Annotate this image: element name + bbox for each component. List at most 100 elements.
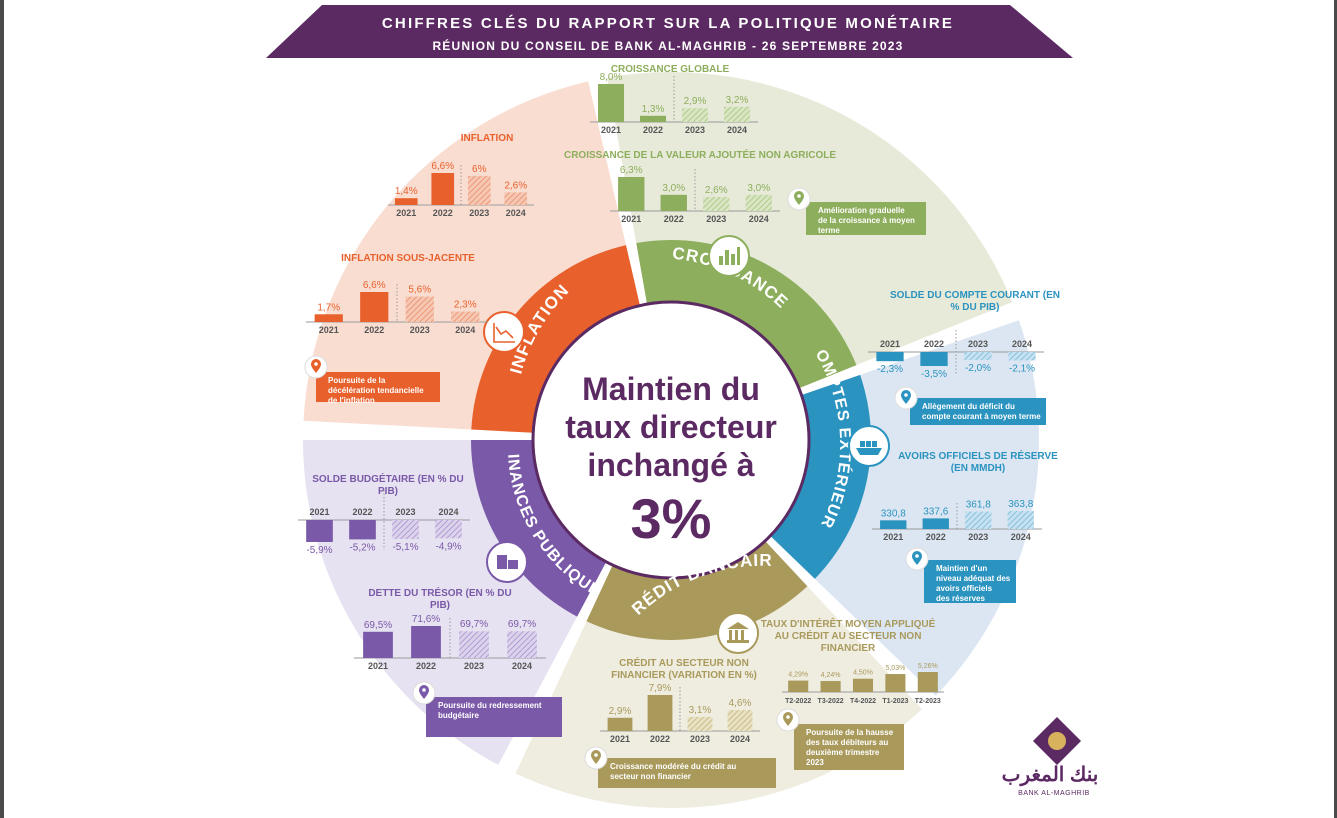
chart-1-category-1: 2022 xyxy=(364,325,384,335)
chart-2-value-0: 8,0% xyxy=(600,72,623,83)
chart-2-bar-2 xyxy=(681,108,709,122)
chart-8-value-0: -5,9% xyxy=(306,545,332,556)
chart-1-bar-1 xyxy=(360,292,389,322)
note-croissance-line-1: de la croissance à moyen xyxy=(818,216,915,225)
chart-6-value-2: 4,50% xyxy=(853,670,873,677)
location-pin-icon xyxy=(412,681,436,705)
bar-chart-icon xyxy=(708,235,750,277)
center-disc xyxy=(531,300,811,580)
chart-3-value-0: 6,3% xyxy=(620,165,643,176)
chart-4-value-2: -2,0% xyxy=(965,363,991,374)
location-pin-icon xyxy=(905,547,929,571)
note-inflation-line-0: Poursuite de la xyxy=(328,376,386,385)
chart-1-value-0: 1,7% xyxy=(317,302,340,313)
chart-6-bar-4 xyxy=(917,672,938,692)
chart-5-bar-1 xyxy=(922,518,949,529)
note-credit_1-box xyxy=(794,724,904,770)
chart-7-category-0: 2021 xyxy=(610,734,630,744)
note-credit_1-line-1: des taux débiteurs au xyxy=(806,738,888,747)
header-subtitle: RÉUNION DU CONSEIL DE BANK AL-MAGHRIB - … xyxy=(432,38,903,53)
ring-segment-comptes xyxy=(768,374,871,579)
chart-3: CROISSANCE DE LA VALEUR AJOUTÉE NON AGRI… xyxy=(564,148,836,224)
note-comptes_1-line-0: Allègement du déficit du xyxy=(922,402,1015,411)
chart-3-value-2: 2,6% xyxy=(705,185,728,196)
chart-4-value-1: -3,5% xyxy=(921,369,947,380)
note-comptes_2-line-1: niveau adéquat des xyxy=(936,574,1011,583)
chart-2-category-3: 2024 xyxy=(727,125,747,135)
note-finances-line-0: Poursuite du redressement xyxy=(438,701,542,710)
note-croissance-line-2: terme xyxy=(818,226,840,235)
chart-2-bar-1 xyxy=(639,115,667,122)
chart-2-value-2: 2,9% xyxy=(684,96,707,107)
chart-8-category-1: 2022 xyxy=(352,507,372,517)
logo-arabic: بنك المغرب xyxy=(1002,764,1099,787)
chart-6-category-2: T4-2022 xyxy=(850,698,876,705)
chart-7-title-line-1: FINANCIER (VARIATION EN %) xyxy=(611,670,757,681)
chart-5-value-2: 361,8 xyxy=(966,500,991,511)
center-line-3: inchangé à xyxy=(587,447,754,483)
header-banner xyxy=(266,5,1073,58)
note-comptes_2-line-3: des réserves xyxy=(936,594,985,603)
chart-7-title-line-0: CRÉDIT AU SECTEUR NON xyxy=(619,656,749,669)
logo-latin: BANK AL-MAGHRIB xyxy=(1018,790,1090,797)
chart-9-value-2: 69,7% xyxy=(460,619,488,630)
chart-6-value-1: 4,24% xyxy=(821,672,841,679)
chart-8-title-line-1: PIB) xyxy=(378,486,398,497)
chart-9-category-3: 2024 xyxy=(512,661,532,671)
center-rate: 3% xyxy=(631,487,712,550)
chart-3-bar-3 xyxy=(745,194,772,211)
bank-al-maghrib-logo: بنك المغرب BANK AL-MAGHRIB xyxy=(1002,716,1099,797)
chart-7-value-3: 4,6% xyxy=(729,698,752,709)
chart-9-title-line-0: DETTE DU TRÉSOR (EN % DU xyxy=(368,586,511,599)
chart-7-category-2: 2023 xyxy=(690,734,710,744)
ring-segment-finances xyxy=(471,440,608,617)
chart-1-category-2: 2023 xyxy=(410,325,430,335)
note-credit_2-line-1: secteur non financier xyxy=(610,772,691,781)
center-line-1: Maintien du xyxy=(582,371,760,407)
theme-ring xyxy=(471,240,871,640)
chart-5-title-line-1: (EN MMDH) xyxy=(951,463,1005,474)
chart-8-bar-0 xyxy=(306,520,333,542)
center-line-2: taux directeur xyxy=(565,409,777,445)
chart-1-value-1: 6,6% xyxy=(363,280,386,291)
chart-5-category-1: 2022 xyxy=(926,532,946,542)
location-pin-icon xyxy=(787,187,811,211)
chart-5-category-2: 2023 xyxy=(968,532,988,542)
note-croissance-line-0: Amélioration graduelle xyxy=(818,206,905,215)
location-pin-icon xyxy=(584,746,608,770)
chart-6-bar-0 xyxy=(788,680,809,692)
chart-5: AVOIRS OFFICIELS DE RÉSERVE(EN MMDH) 330,… xyxy=(872,449,1058,542)
chart-1-title-line-0: INFLATION SOUS-JACENTE xyxy=(341,253,475,264)
chart-4-value-0: -2,3% xyxy=(877,364,903,375)
chart-4-category-0: 2021 xyxy=(880,339,900,349)
chart-0-bar-0 xyxy=(394,198,418,205)
chart-0-value-0: 1,4% xyxy=(395,186,418,197)
chart-9-value-1: 71,6% xyxy=(412,614,440,625)
chart-5-category-0: 2021 xyxy=(883,532,903,542)
chart-4-value-3: -2,1% xyxy=(1009,363,1035,374)
note-credit_1-line-0: Poursuite de la hausse xyxy=(806,728,894,737)
chart-8-value-3: -4,9% xyxy=(435,541,461,552)
chart-4-title-line-0: SOLDE DU COMPTE COURANT (EN xyxy=(890,290,1060,301)
note-croissance-box xyxy=(806,202,926,235)
chart-6-value-0: 4,29% xyxy=(788,672,808,679)
chart-9-bar-2 xyxy=(459,631,489,658)
chart-6-bar-2 xyxy=(852,678,874,692)
line-chart-icon xyxy=(483,311,525,353)
chart-0-category-3: 2024 xyxy=(506,208,526,218)
chart-7-bar-0 xyxy=(607,717,633,731)
chart-5-bar-2 xyxy=(965,511,992,529)
location-pin-icon xyxy=(894,386,918,410)
chart-7-category-1: 2022 xyxy=(650,734,670,744)
chart-9-value-3: 69,7% xyxy=(508,619,536,630)
viewer-right-edge xyxy=(1334,0,1337,818)
chart-6-bar-1 xyxy=(820,681,841,692)
chart-0: INFLATION 1,4% 2021 6,6% 2022 6% 2023 2,6% 2024 xyxy=(388,133,534,218)
chart-8-category-2: 2023 xyxy=(395,507,415,517)
cargo-ship-icon xyxy=(848,425,890,467)
location-pin-icon xyxy=(776,708,800,732)
